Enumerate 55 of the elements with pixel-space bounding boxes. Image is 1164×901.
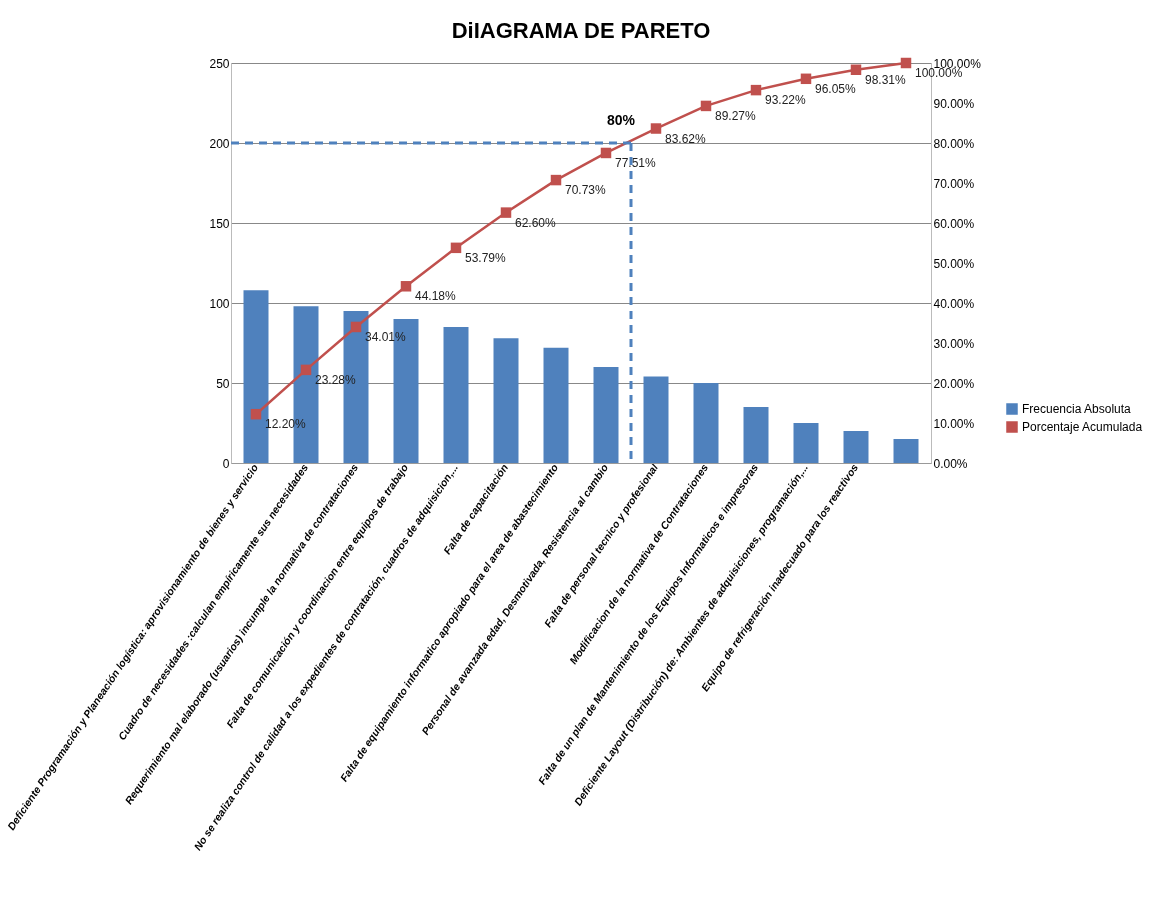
bar <box>643 376 669 463</box>
point <box>800 73 812 85</box>
data-label: 93.22% <box>765 93 807 108</box>
data-label: 53.79% <box>465 250 507 265</box>
point <box>450 242 462 254</box>
bar <box>893 439 919 463</box>
y2-tick-label: 40.00% <box>933 296 975 311</box>
point <box>500 207 512 218</box>
y-tick-label: 150 <box>209 216 230 231</box>
ref-line-label: 80% <box>606 112 636 128</box>
point <box>750 84 762 96</box>
data-label: 98.31% <box>865 72 907 87</box>
y2-tick-label: 90.00% <box>933 96 975 111</box>
y2-tick-label: 80.00% <box>933 136 975 151</box>
data-label: 83.62% <box>665 131 707 146</box>
legend-label: Porcentaje Acumulada <box>1022 420 1143 434</box>
data-label: 96.05% <box>815 81 857 96</box>
data-label: 77.51% <box>615 155 657 170</box>
y2-tick-label: 60.00% <box>933 216 975 231</box>
bar <box>443 327 469 463</box>
y2-tick-label: 0.00% <box>933 456 968 471</box>
point <box>350 321 362 333</box>
data-label: 70.73% <box>565 183 607 198</box>
y-tick-label: 100 <box>209 296 230 311</box>
point <box>300 364 312 376</box>
bar <box>743 407 769 463</box>
y-tick-label: 50 <box>216 376 230 391</box>
y-tick-label: 200 <box>209 136 230 151</box>
point <box>250 408 262 420</box>
data-label: 89.27% <box>715 108 757 123</box>
legend-label: Frecuencia Absoluta <box>1022 402 1132 416</box>
y2-tick-label: 70.00% <box>933 176 975 191</box>
bar <box>693 383 719 463</box>
y-tick-label: 0 <box>222 456 230 471</box>
bar <box>843 431 869 463</box>
y2-tick-label: 20.00% <box>933 376 975 391</box>
data-label: 44.18% <box>415 289 457 304</box>
chart-title: DiIAGRAMA DE PARETO <box>451 18 711 43</box>
point <box>550 174 562 186</box>
point <box>400 281 412 292</box>
y2-tick-label: 10.00% <box>933 416 975 431</box>
y-tick-label: 250 <box>209 56 230 71</box>
point <box>650 123 662 134</box>
data-label: 62.60% <box>515 215 557 230</box>
bar <box>593 367 619 463</box>
point <box>600 147 612 159</box>
y2-tick-label: 30.00% <box>933 336 975 351</box>
point <box>700 100 712 112</box>
bar <box>793 423 819 463</box>
data-label: 100.00% <box>915 66 963 80</box>
bar <box>493 338 519 463</box>
y2-tick-label: 50.00% <box>933 256 975 271</box>
point <box>900 57 912 69</box>
bar <box>543 347 569 463</box>
point <box>850 64 862 75</box>
